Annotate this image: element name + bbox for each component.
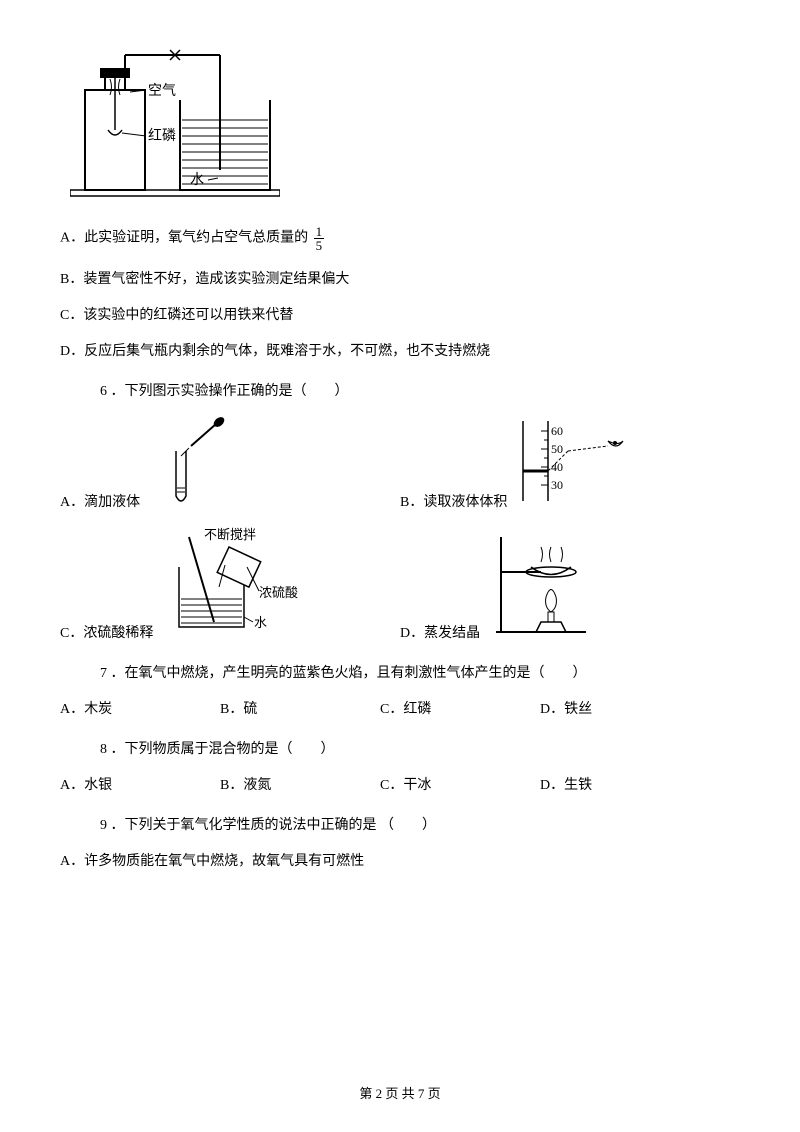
q6-cell-c: C．浓硫酸稀释 不断搅拌	[60, 527, 400, 642]
svg-text:不断搅拌: 不断搅拌	[204, 527, 256, 542]
q6-cell-b: B．读取液体体积 60 50 40 30	[400, 416, 740, 511]
q6-cell-a: A．滴加液体	[60, 416, 400, 511]
q7-stem: 7 ．在氧气中燃烧，产生明亮的蓝紫色火焰，且有刺激性气体产生的是（ ）	[100, 662, 740, 682]
q6-a-label: A．滴加液体	[60, 491, 140, 511]
q8-c: C．干冰	[380, 774, 540, 794]
q7-a: A．木炭	[60, 698, 220, 718]
label-water-svg: 水	[190, 172, 204, 188]
cylinder-diagram: 60 50 40 30	[513, 416, 633, 511]
q9-stem: 9 ．下列关于氧气化学性质的说法中正确的是 （ ）	[100, 814, 740, 834]
frac-den: 5	[314, 239, 325, 252]
q6-d-label: D．蒸发结晶	[400, 622, 480, 642]
evaporation-diagram	[486, 527, 606, 642]
q6-row1: A．滴加液体 B．读取液体体积	[60, 416, 740, 511]
label-phos-svg: 红磷	[148, 128, 176, 144]
q7-options: A．木炭 B．硫 C．红磷 D．铁丝	[60, 698, 740, 718]
q5-a-text: A．此实验证明，氧气约占空气总质量的	[60, 231, 308, 246]
q7-c: C．红磷	[380, 698, 540, 718]
q5-option-d: D．反应后集气瓶内剩余的气体，既难溶于水，不可燃，也不支持燃烧	[60, 340, 740, 360]
q8-options: A．水银 B．液氮 C．干冰 D．生铁	[60, 774, 740, 794]
q6-c-label: C．浓硫酸稀释	[60, 622, 153, 642]
q5-option-c: C．该实验中的红磷还可以用铁来代替	[60, 304, 740, 324]
q6-b-label: B．读取液体体积	[400, 491, 507, 511]
tick-30: 30	[551, 478, 563, 492]
q9-option-a: A．许多物质能在氧气中燃烧，故氧气具有可燃性	[60, 850, 740, 870]
q7-b: B．硫	[220, 698, 380, 718]
label-air-svg: 空气	[148, 83, 176, 99]
q7-d: D．铁丝	[540, 698, 700, 718]
apparatus-diagram: 空气 红磷 水	[70, 40, 740, 205]
q6-row2: C．浓硫酸稀释 不断搅拌	[60, 527, 740, 642]
page-footer: 第 2 页 共 7 页	[0, 1083, 800, 1102]
q5-option-b: B．装置气密性不好，造成该实验测定结果偏大	[60, 268, 740, 288]
tick-50: 50	[551, 442, 563, 456]
tick-60: 60	[551, 424, 563, 438]
svg-text:浓硫酸: 浓硫酸	[259, 585, 298, 600]
apparatus-svg: 空气 红磷 水	[70, 40, 280, 200]
q6-cell-d: D．蒸发结晶	[400, 527, 740, 642]
q8-a: A．水银	[60, 774, 220, 794]
fraction-1-5: 1 5	[314, 225, 325, 252]
exam-page: 空气 红磷 水 A．此实验证明，氧气约占空气总质量的 1 5 B．装置气密性不好…	[0, 0, 800, 906]
q8-d: D．生铁	[540, 774, 700, 794]
frac-num: 1	[314, 225, 325, 239]
dropper-diagram	[146, 416, 236, 511]
q8-b: B．液氮	[220, 774, 380, 794]
q8-stem: 8 ．下列物质属于混合物的是（ ）	[100, 738, 740, 758]
q6-stem: 6 ．下列图示实验操作正确的是（ ）	[100, 380, 740, 400]
dilution-diagram: 不断搅拌 浓硫酸 水	[159, 527, 309, 642]
svg-text:水: 水	[254, 615, 267, 630]
q5-option-a: A．此实验证明，氧气约占空气总质量的 1 5	[60, 225, 740, 252]
